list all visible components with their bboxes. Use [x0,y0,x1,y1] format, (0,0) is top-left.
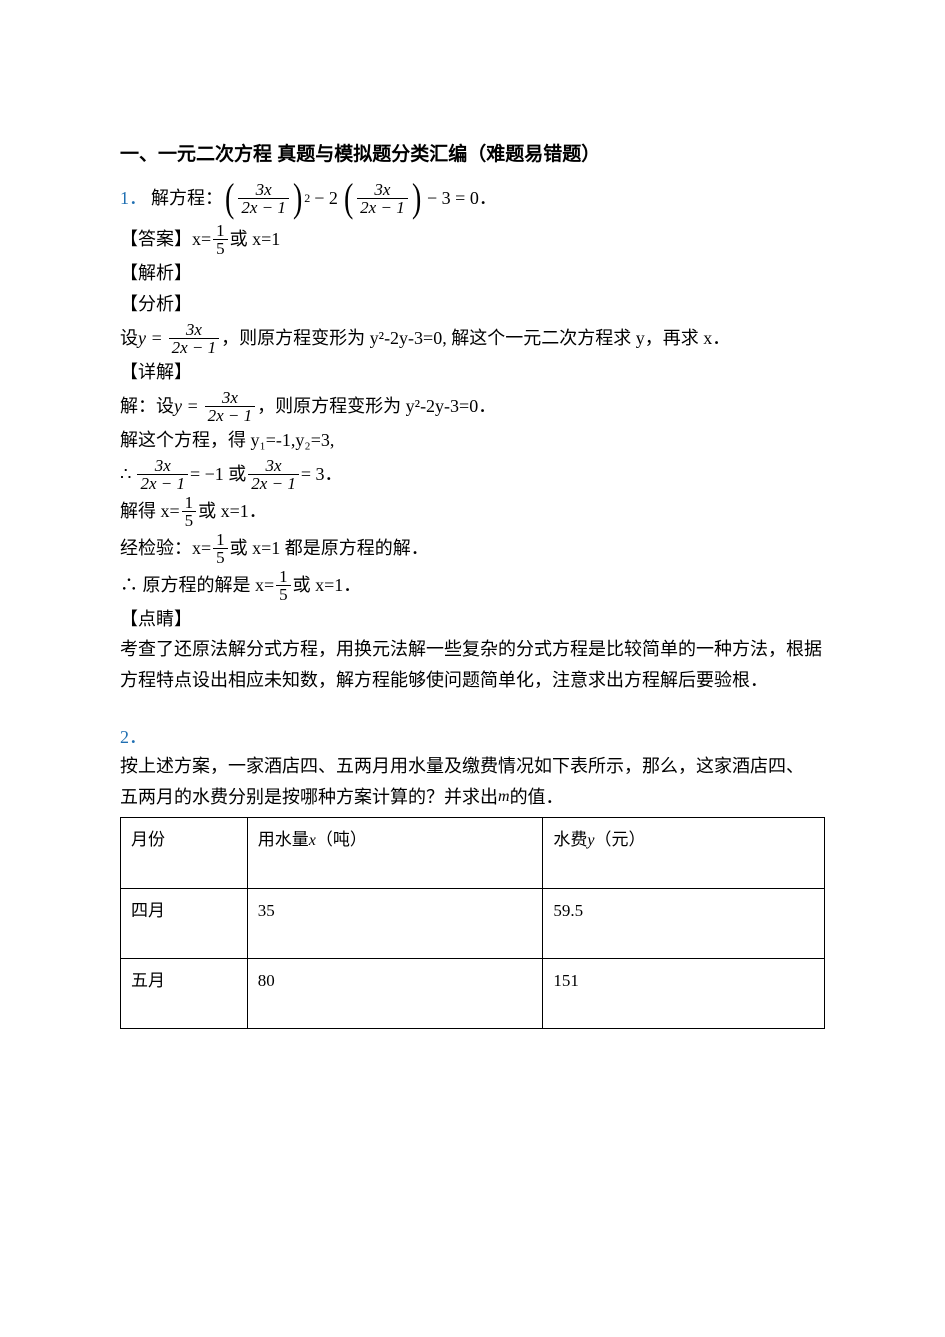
q1-answer: 【答案】 x= 1 5 或 x=1 [120,222,825,257]
section-title: 一、一元二次方程 真题与模拟题分类汇编（难题易错题） [120,140,825,170]
table-cell: 59.5 [543,888,825,958]
q1-step6: ∴ 原方程的解是 x= 1 5 或 x=1． [120,568,825,603]
page: 一、一元二次方程 真题与模拟题分类汇编（难题易错题） 1． 解方程： ( 3x … [0,0,945,1337]
q1-step4: 解得 x= 1 5 或 x=1． [120,494,825,529]
q1-step1: 解：设 y = 3x 2x − 1 ，则原方程变形为 y²-2y-3=0． [120,389,825,424]
q1-stem: 1． 解方程： ( 3x 2x − 1 ) 2 − 2 ( 3x 2x − 1 … [120,178,825,218]
table-cell: 35 [247,888,543,958]
table-cell: 80 [247,959,543,1029]
q2-stem-line2: 五两月的水费分别是按哪种方案计算的？并求出 m 的值． [120,783,825,812]
table-header-month: 月份 [121,818,248,889]
table-cell: 五月 [121,959,248,1029]
q2-table: 月份 用水量x（吨） 水费y（元） 四月 35 59.5 五月 80 151 [120,817,825,1029]
q1-step3: ∴ 3x 2x − 1 = −1 或 3x 2x − 1 = 3 ． [120,457,825,492]
q1-number: 1． [120,184,147,213]
q1-xiangjie-label: 【详解】 [120,358,825,387]
table-header-x: 用水量x（吨） [247,818,543,889]
q1-jiexi-label: 【解析】 [120,259,825,288]
table-row: 四月 35 59.5 [121,888,825,958]
q1-stem-prefix: 解方程： [151,184,223,213]
q1-fenxi-label: 【分析】 [120,290,825,319]
table-header-y: 水费y（元） [543,818,825,889]
q1-step5: 经检验：x= 1 5 或 x=1 都是原方程的解． [120,531,825,566]
q1-dianjing-p2: 方程特点设出相应未知数，解方程能够使问题简单化，注意求出方程解后要验根． [120,666,825,695]
q1-step2: 解这个方程，得 y₁=-1,y₂=3, [120,426,825,455]
q1-exp: 2 [304,189,310,208]
q1-frac-2: 3x 2x − 1 [357,181,408,216]
q1-fenxi-line: 设 y = 3x 2x − 1 ，则原方程变形为 y²-2y-3=0, 解这个一… [120,321,825,356]
q1-frac-1: 3x 2x − 1 [238,181,289,216]
q1-dianjing-label: 【点睛】 [120,605,825,634]
q1-dianjing-p1: 考查了还原法解分式方程，用换元法解一些复杂的分式方程是比较简单的一种方法，根据 [120,635,825,664]
q2-stem-line1: 2． 按上述方案，一家酒店四、五两月用水量及缴费情况如下表所示，那么，这家酒店四… [120,723,825,781]
table-cell: 151 [543,959,825,1029]
q2-number: 2． [120,723,147,752]
table-row: 月份 用水量x（吨） 水费y（元） [121,818,825,889]
table-row: 五月 80 151 [121,959,825,1029]
table-cell: 四月 [121,888,248,958]
